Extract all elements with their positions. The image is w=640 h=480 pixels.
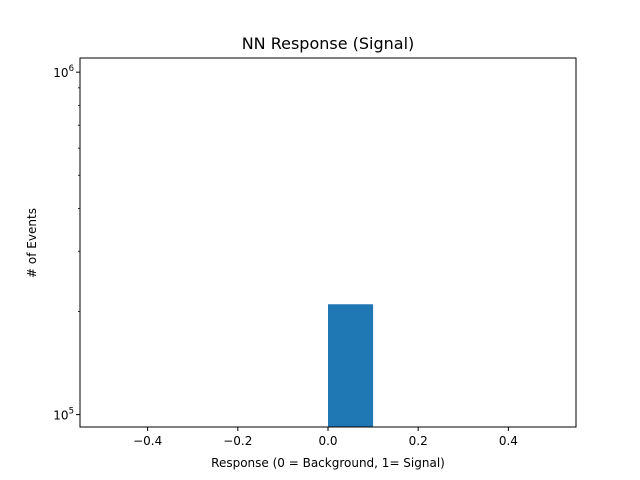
x-tick-label: 0.2 — [409, 434, 428, 448]
histogram-bar — [328, 304, 374, 427]
y-axis-label: # of Events — [25, 208, 39, 278]
x-tick-label: −0.4 — [133, 434, 162, 448]
x-tick-label: −0.2 — [223, 434, 252, 448]
plot-area: −0.4 −0.2 0.0 0.2 0.4 105 106 — [53, 57, 577, 448]
x-axis-ticks: −0.4 −0.2 0.0 0.2 0.4 — [133, 427, 518, 448]
x-tick-label: 0.0 — [318, 434, 337, 448]
x-axis-label: Response (0 = Background, 1= Signal) — [211, 456, 445, 470]
chart-title: NN Response (Signal) — [242, 34, 415, 53]
y-tick-label: 106 — [53, 64, 74, 80]
y-tick-label: 105 — [53, 407, 74, 423]
x-tick-label: 0.4 — [499, 434, 518, 448]
y-axis-ticks: 105 106 — [53, 64, 80, 423]
bars-group — [328, 304, 374, 427]
plot-frame — [79, 57, 577, 428]
